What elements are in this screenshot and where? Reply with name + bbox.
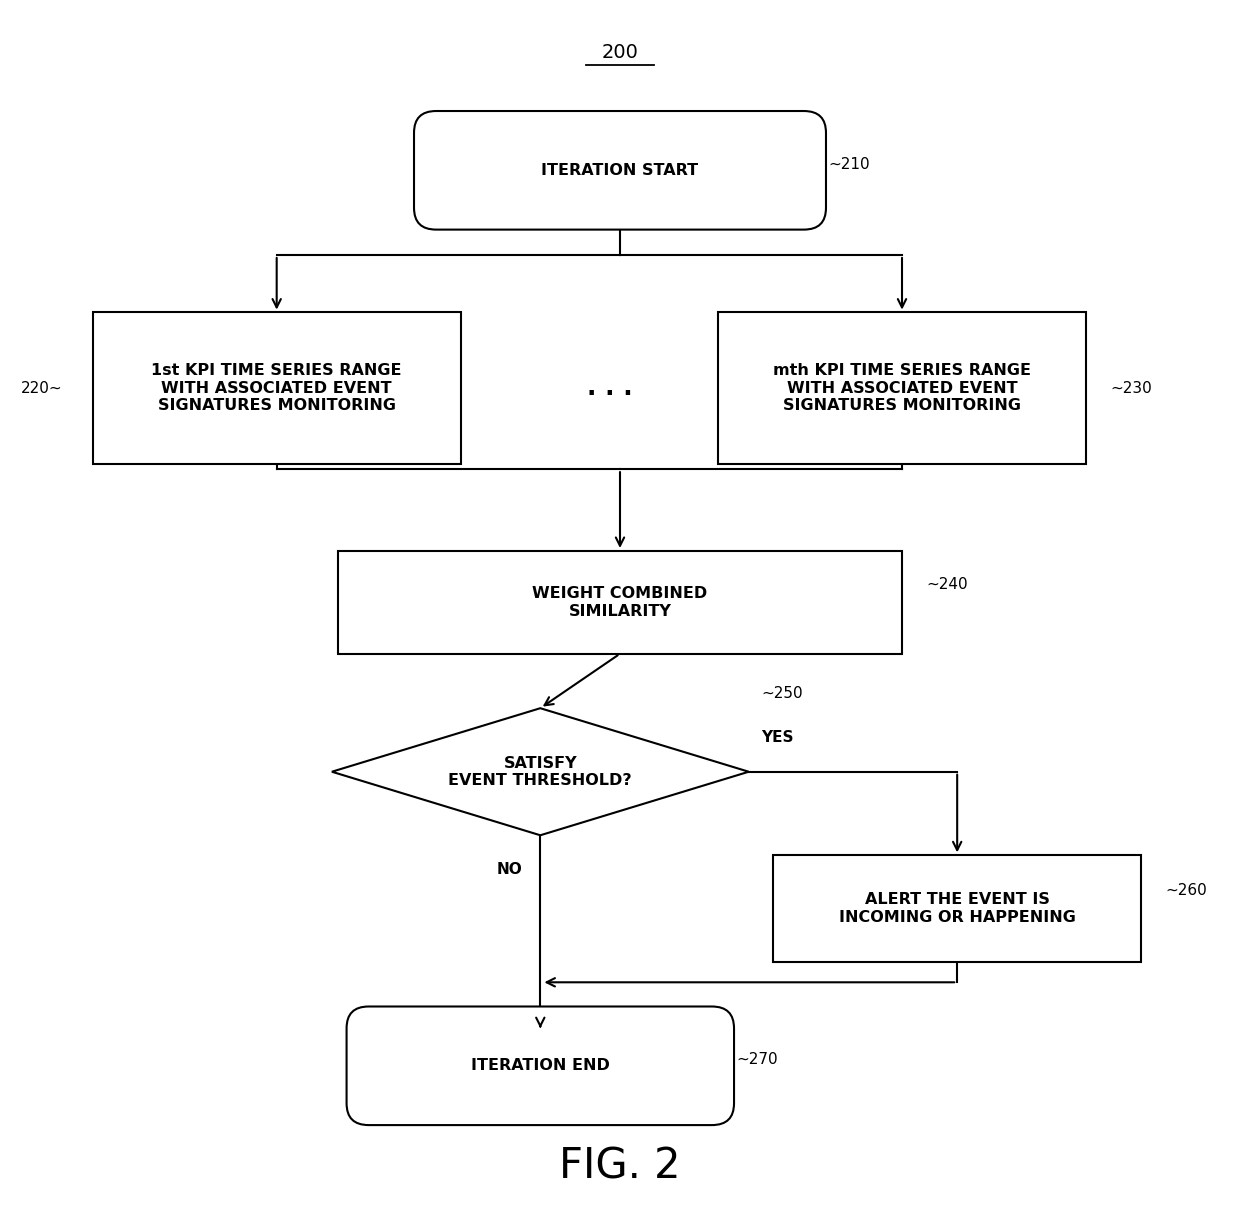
Bar xyxy=(774,856,1141,962)
Text: FIG. 2: FIG. 2 xyxy=(559,1146,681,1187)
Text: WEIGHT COMBINED
SIMILARITY: WEIGHT COMBINED SIMILARITY xyxy=(532,586,708,618)
Text: YES: YES xyxy=(761,731,794,745)
Bar xyxy=(339,551,901,654)
Bar xyxy=(93,312,460,464)
Polygon shape xyxy=(332,709,749,835)
Text: 200: 200 xyxy=(601,43,639,62)
FancyBboxPatch shape xyxy=(346,1006,734,1125)
FancyBboxPatch shape xyxy=(414,111,826,230)
Text: ~210: ~210 xyxy=(828,157,870,171)
Text: SATISFY
EVENT THRESHOLD?: SATISFY EVENT THRESHOLD? xyxy=(449,755,632,788)
Text: ~230: ~230 xyxy=(1111,381,1152,395)
Text: ~260: ~260 xyxy=(1166,883,1208,898)
Text: 1st KPI TIME SERIES RANGE
WITH ASSOCIATED EVENT
SIGNATURES MONITORING: 1st KPI TIME SERIES RANGE WITH ASSOCIATE… xyxy=(151,364,402,412)
Text: 220~: 220~ xyxy=(21,381,62,395)
Text: ITERATION END: ITERATION END xyxy=(471,1059,610,1073)
Text: mth KPI TIME SERIES RANGE
WITH ASSOCIATED EVENT
SIGNATURES MONITORING: mth KPI TIME SERIES RANGE WITH ASSOCIATE… xyxy=(773,364,1030,412)
Text: ITERATION START: ITERATION START xyxy=(542,163,698,177)
Text: . . .: . . . xyxy=(588,376,632,400)
Bar xyxy=(718,312,1086,464)
Text: ALERT THE EVENT IS
INCOMING OR HAPPENING: ALERT THE EVENT IS INCOMING OR HAPPENING xyxy=(838,892,1075,924)
Text: NO: NO xyxy=(497,862,522,876)
Text: ~250: ~250 xyxy=(761,687,802,701)
Text: ~240: ~240 xyxy=(926,577,968,591)
Text: ~270: ~270 xyxy=(737,1053,779,1067)
